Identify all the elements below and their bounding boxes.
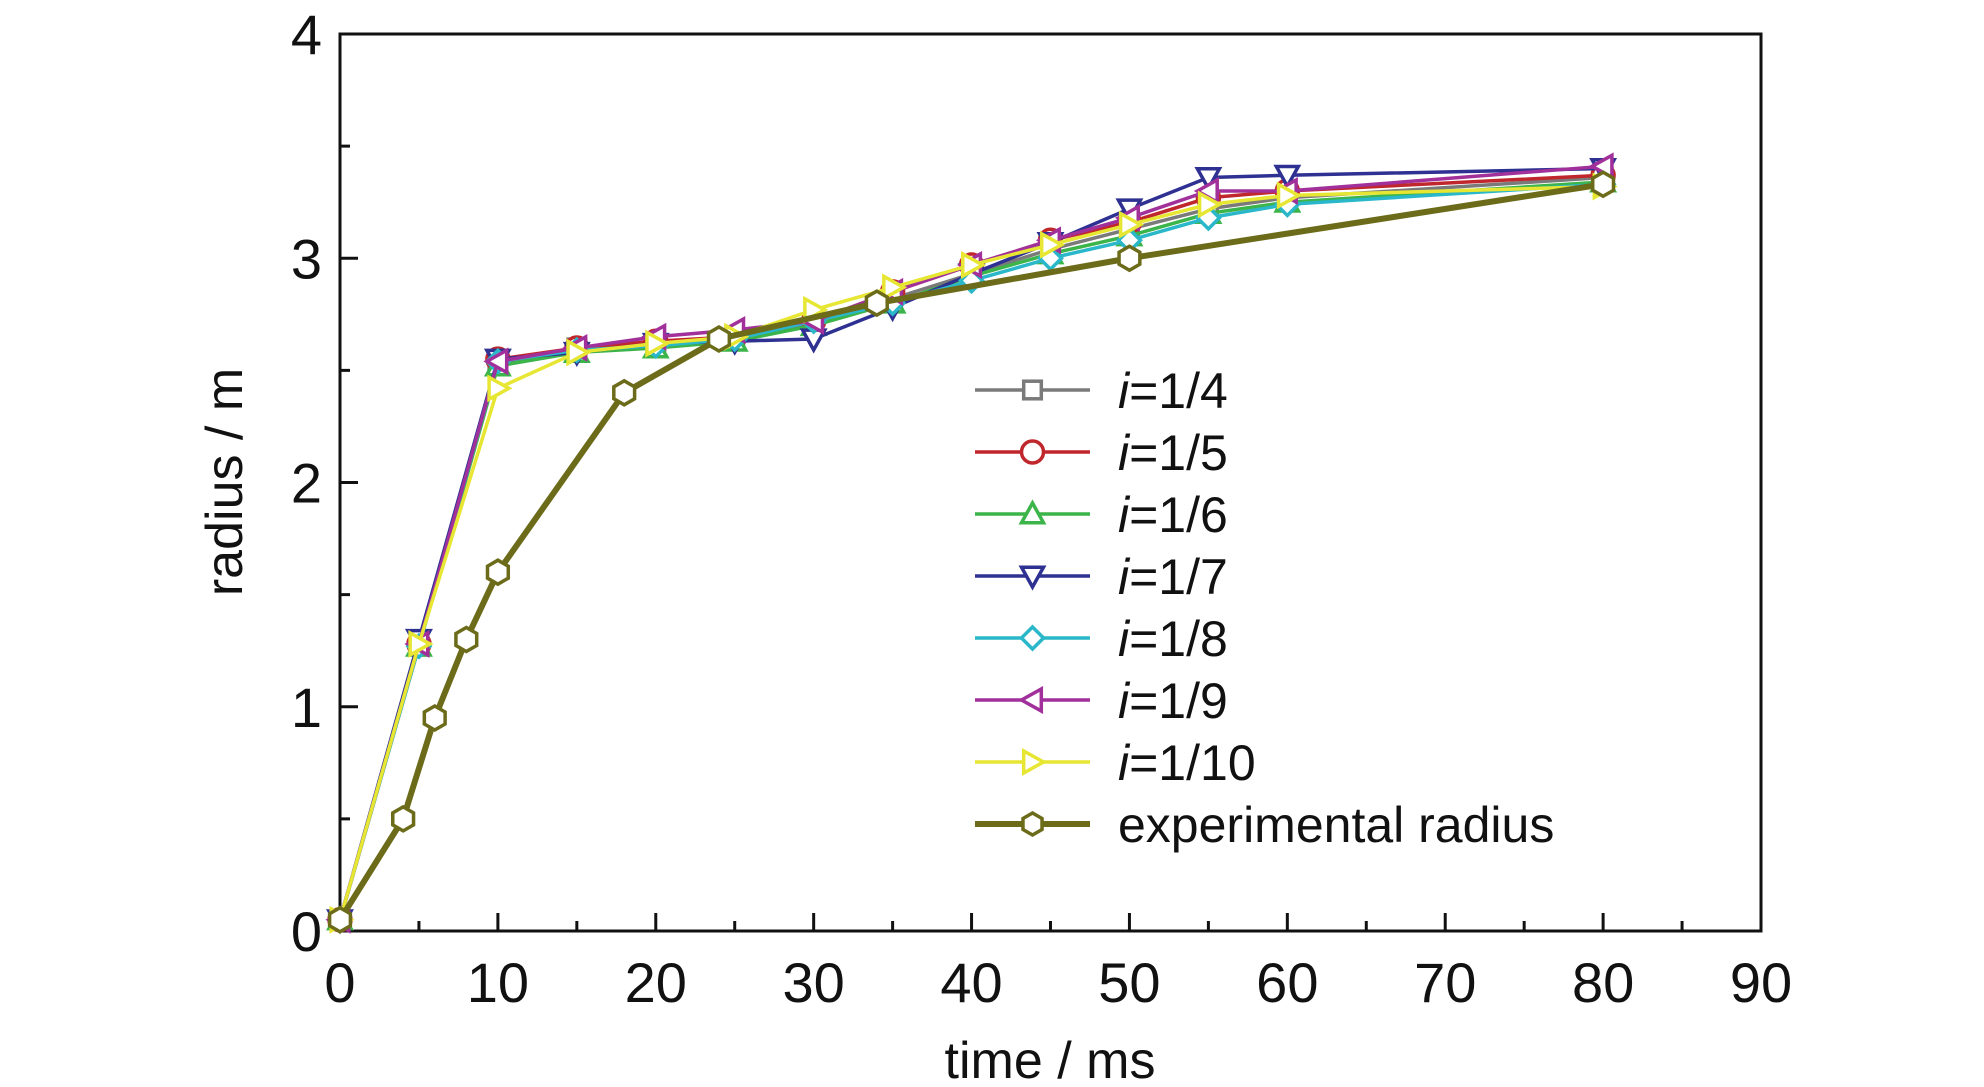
data-point <box>645 329 671 358</box>
legend-label: i=1/7 <box>1118 549 1228 605</box>
x-tick-label: 20 <box>625 951 687 1014</box>
legend-marker <box>1018 565 1047 591</box>
data-point <box>612 378 637 407</box>
x-tick-label: 70 <box>1414 951 1476 1014</box>
legend-marker <box>1021 379 1044 401</box>
legend-label-rest: =1/7 <box>1129 549 1228 605</box>
legend-label-rest: =1/6 <box>1129 487 1228 543</box>
data-point <box>408 629 434 658</box>
legend-label-italic: i <box>1118 673 1131 729</box>
y-tick-label: 1 <box>291 676 322 739</box>
data-point <box>327 905 353 934</box>
data-point <box>706 324 732 354</box>
legend: i=1/4i=1/5i=1/6i=1/7i=1/8i=1/9i=1/10expe… <box>975 363 1554 853</box>
series-7 <box>327 170 1616 934</box>
data-point <box>454 625 479 654</box>
x-tick-label: 50 <box>1098 951 1160 1014</box>
data-point <box>1039 230 1066 259</box>
legend-label-rest: =1/5 <box>1129 425 1228 481</box>
legend-label-italic: i <box>1118 363 1131 419</box>
legend-label: i=1/10 <box>1118 735 1256 791</box>
legend-label-rest: =1/9 <box>1129 673 1228 729</box>
y-tick-label: 3 <box>291 227 322 290</box>
x-tick-label: 90 <box>1730 951 1792 1014</box>
legend-label: i=1/4 <box>1118 363 1228 419</box>
data-point <box>1117 244 1142 273</box>
y-tick-label: 2 <box>291 452 322 515</box>
data-point <box>566 338 592 367</box>
x-tick-label: 10 <box>467 951 529 1014</box>
series-line <box>337 181 1604 922</box>
legend-marker <box>1019 624 1046 652</box>
legend-marker <box>1021 810 1044 838</box>
legend-marker <box>1017 686 1044 714</box>
data-point <box>1197 190 1223 219</box>
x-tick-label: 80 <box>1572 951 1634 1014</box>
legend-marker <box>1018 499 1047 525</box>
data-point <box>882 273 908 302</box>
y-tick-label: 0 <box>291 900 322 963</box>
legend-label-italic: i <box>1118 425 1131 481</box>
legend-label-rest: =1/10 <box>1129 735 1256 791</box>
legend-label: experimental radius <box>1118 797 1554 853</box>
x-tick-label: 40 <box>940 951 1002 1014</box>
legend-label-italic: i <box>1118 487 1131 543</box>
data-point <box>422 703 447 732</box>
x-tick-label: 0 <box>324 951 355 1014</box>
data-point <box>483 347 509 376</box>
data-point <box>1276 181 1302 210</box>
data-point <box>485 558 511 587</box>
legend-marker <box>1019 439 1046 465</box>
legend-label-italic: i <box>1118 735 1131 791</box>
data-point <box>487 374 513 403</box>
data-point <box>1194 166 1223 193</box>
x-tick-label: 30 <box>783 951 845 1014</box>
series-line <box>338 184 1604 921</box>
legend-label: i=1/8 <box>1118 611 1228 667</box>
legend-label: i=1/9 <box>1118 673 1228 729</box>
x-axis-title: time / ms <box>945 1032 1156 1087</box>
y-axis-ticks: 0 1 2 3 4 <box>291 3 358 963</box>
x-tick-label: 60 <box>1256 951 1318 1014</box>
legend-label-rest: =1/8 <box>1129 611 1228 667</box>
y-tick-label: 4 <box>291 3 322 66</box>
legend-marker <box>1021 748 1048 776</box>
legend-label: i=1/5 <box>1118 425 1228 481</box>
legend-label-italic: i <box>1118 549 1131 605</box>
data-point <box>391 804 416 833</box>
data-point <box>1118 210 1145 239</box>
series-layer <box>325 152 1618 935</box>
legend-label-italic: i <box>1118 611 1131 667</box>
data-point <box>864 289 889 318</box>
data-point <box>1273 164 1302 190</box>
legend-label: i=1/6 <box>1118 487 1228 543</box>
data-point <box>961 251 987 279</box>
data-point <box>1590 170 1616 199</box>
legend-label-rest: =1/4 <box>1129 363 1228 419</box>
y-axis-title: radius / m <box>196 368 254 596</box>
series-line <box>338 180 1604 921</box>
x-axis-ticks: 0 10 20 30 40 50 60 70 80 90 <box>324 913 1792 1014</box>
